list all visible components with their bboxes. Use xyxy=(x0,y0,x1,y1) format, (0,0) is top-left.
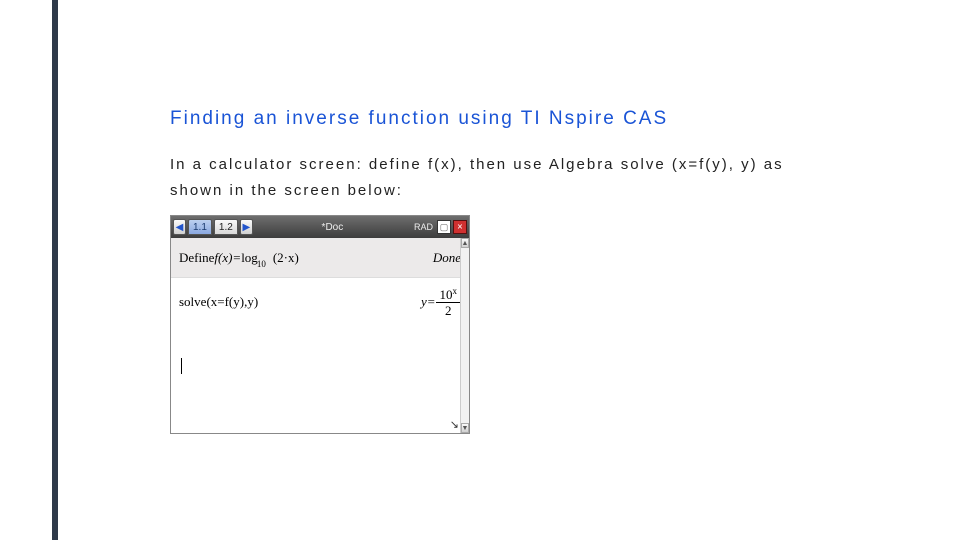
tab-1-1[interactable]: 1.1 xyxy=(188,219,212,235)
solve-expr: solve(x=f(y),y) xyxy=(179,294,258,310)
define-keyword: Define xyxy=(179,250,214,266)
scroll-down-button[interactable]: ▼ xyxy=(461,423,469,433)
close-button[interactable]: × xyxy=(453,220,467,234)
calc-scrollbar[interactable]: ▲ ▼ xyxy=(460,238,469,433)
text-cursor xyxy=(181,358,182,374)
num-exp: x xyxy=(453,286,458,296)
log-arg: (2·x) xyxy=(273,250,299,266)
nav-prev-button[interactable]: ◀ xyxy=(173,219,186,235)
result-fraction: 10x 2 xyxy=(436,288,462,317)
content-area: Finding an inverse function using TI Nsp… xyxy=(170,108,810,434)
calc-result-1: Done xyxy=(433,250,461,266)
doc-icon[interactable]: ▢ xyxy=(437,220,451,234)
log-base: 10 xyxy=(257,260,266,269)
frac-num: 10x xyxy=(436,288,462,303)
page-title: Finding an inverse function using TI Nsp… xyxy=(170,108,810,130)
fn-lhs: f(x)= xyxy=(214,250,241,266)
calculator-screenshot: ◀ 1.1 1.2 ▶ *Doc RAD ▢ × Define f(x)= lo… xyxy=(170,215,470,434)
calc-titlebar: ◀ 1.1 1.2 ▶ *Doc RAD ▢ × xyxy=(171,216,469,238)
resize-corner-icon: ↘ xyxy=(450,418,459,431)
angle-mode-badge: RAD xyxy=(412,222,435,232)
num-base: 10 xyxy=(440,287,453,302)
scroll-up-button[interactable]: ▲ xyxy=(461,238,469,248)
calc-row-2: solve(x=f(y),y) y= 10x 2 xyxy=(171,278,469,326)
calc-input-2: solve(x=f(y),y) xyxy=(179,294,258,310)
doc-label: *Doc xyxy=(255,222,410,233)
log-text: log xyxy=(241,251,258,264)
calc-body: Define f(x)= log 10 (2·x) Done solve(x=f… xyxy=(171,238,469,433)
log-op: log 10 xyxy=(241,251,267,264)
left-rule xyxy=(52,0,58,540)
calc-row-1: Define f(x)= log 10 (2·x) Done xyxy=(171,238,469,278)
body-text: In a calculator screen: define f(x), the… xyxy=(170,152,810,203)
calc-result-2: y= 10x 2 xyxy=(421,288,461,317)
calc-input-1: Define f(x)= log 10 (2·x) xyxy=(179,250,299,266)
frac-den: 2 xyxy=(441,303,456,317)
result-var: y= xyxy=(421,294,436,310)
nav-next-button[interactable]: ▶ xyxy=(240,219,253,235)
tab-1-2[interactable]: 1.2 xyxy=(214,219,238,235)
